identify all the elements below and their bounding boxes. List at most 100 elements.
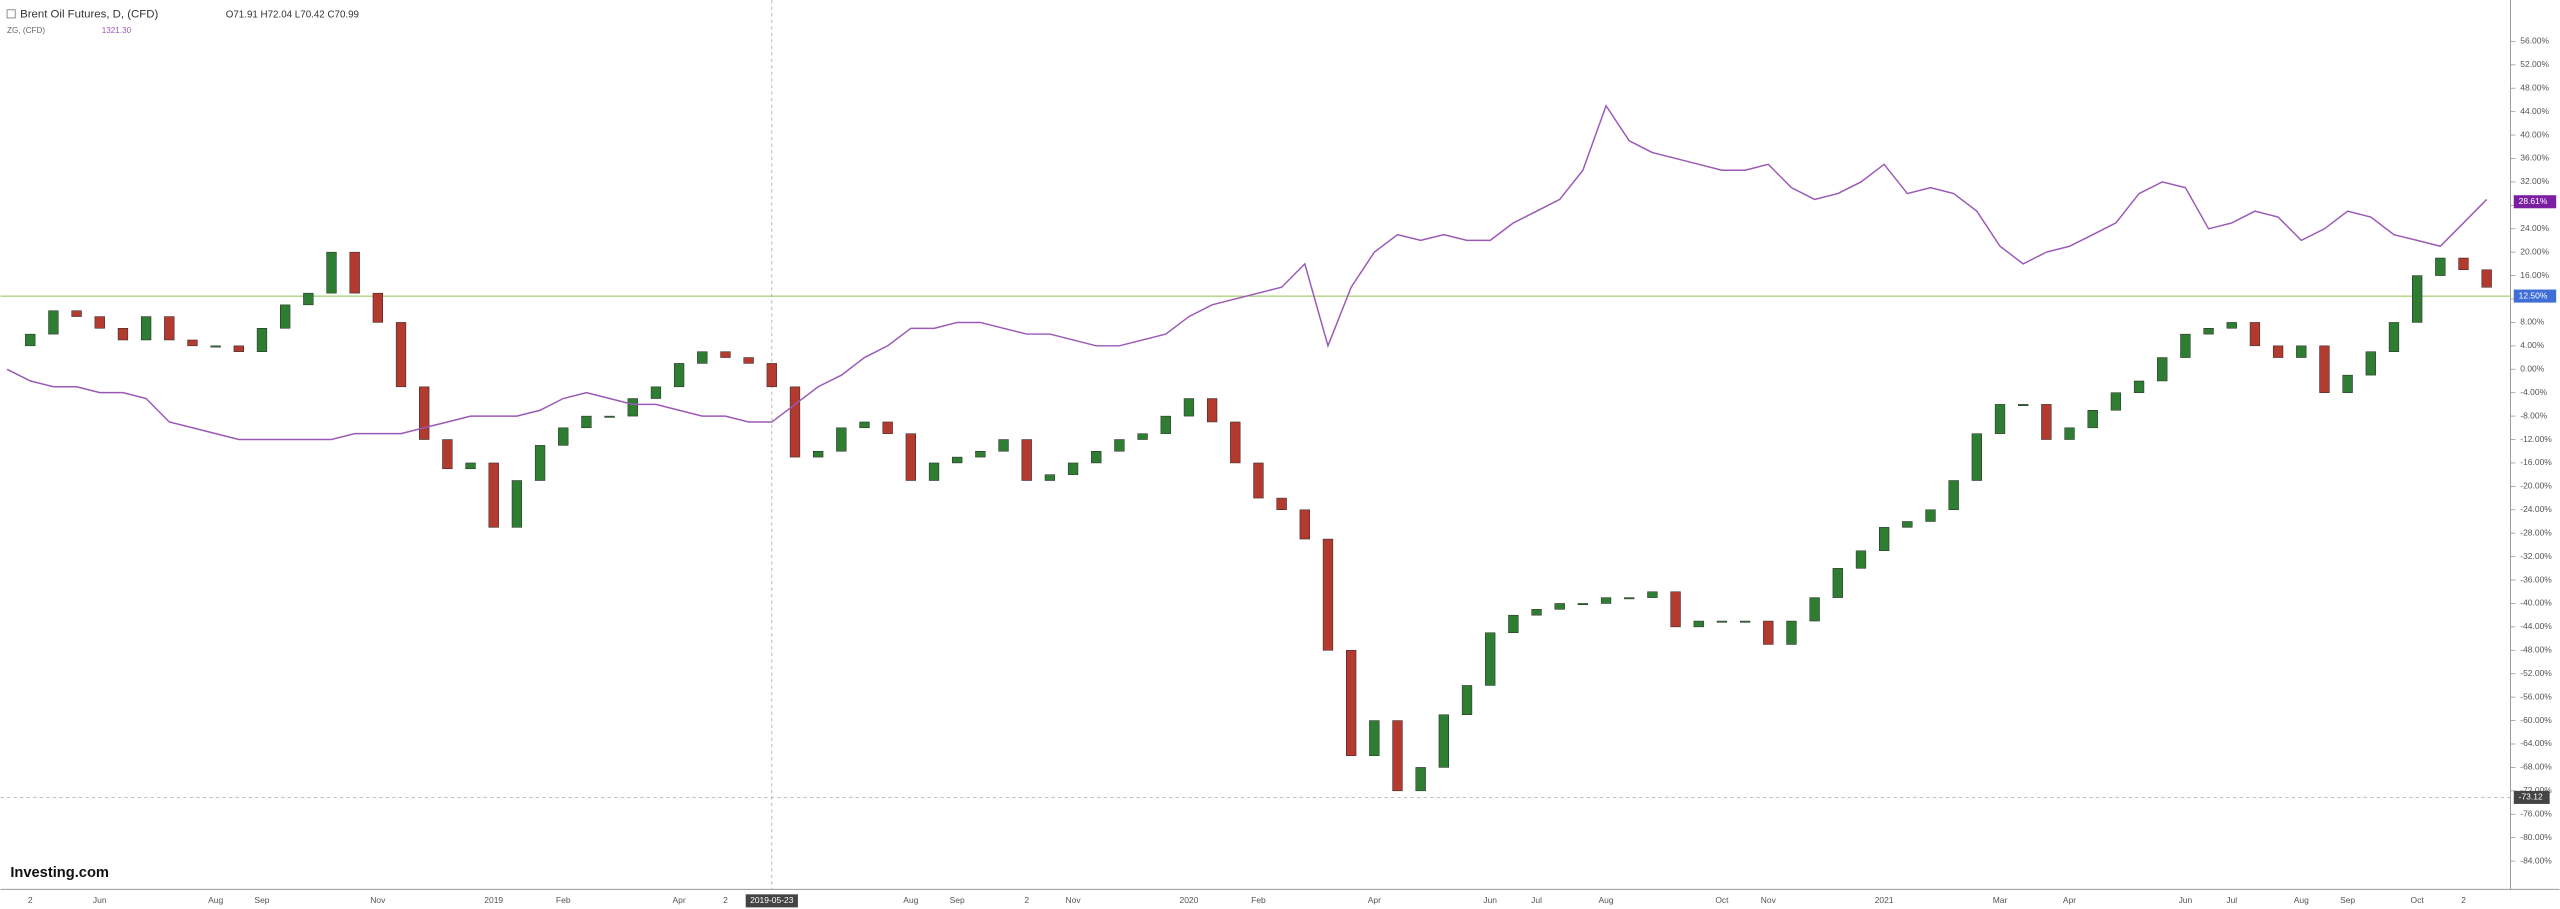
- collapse-icon[interactable]: [6, 9, 16, 19]
- candle: [511, 480, 523, 528]
- x-tick-label: Jun: [1483, 895, 1497, 905]
- legend-series-1-value: 1321.30: [102, 26, 132, 35]
- candle: [1461, 685, 1473, 715]
- x-tick-label: 2: [723, 895, 728, 905]
- last-value-label: 28.61%: [2519, 196, 2548, 206]
- y-tick-label: 16.00%: [2520, 270, 2549, 280]
- candle: [673, 363, 685, 388]
- candle: [2249, 322, 2261, 347]
- crosshair-y-badge: [2513, 790, 2550, 804]
- y-tick-label: 4.00%: [2520, 340, 2544, 350]
- candle: [2272, 345, 2284, 358]
- x-tick-label: 2: [1024, 895, 1029, 905]
- candle: [789, 386, 801, 458]
- candle: [1763, 620, 1774, 645]
- candle: [2319, 345, 2330, 393]
- candle: [2064, 427, 2075, 440]
- y-tick-label: -40.00%: [2520, 598, 2552, 608]
- candle: [1021, 439, 1032, 481]
- candle: [882, 421, 893, 434]
- y-tick-label: -84.00%: [2520, 855, 2552, 865]
- x-tick-label: Aug: [1599, 895, 1614, 905]
- candle: [1739, 620, 1751, 623]
- x-tick-label: Nov: [370, 895, 386, 905]
- candle: [94, 316, 105, 329]
- candle: [859, 421, 870, 429]
- candle: [766, 363, 777, 388]
- x-tick-label: Jul: [2226, 895, 2237, 905]
- candle: [1879, 527, 1890, 552]
- x-tick-label: 2021: [1875, 895, 1894, 905]
- candle: [1067, 462, 1079, 475]
- candle: [2226, 322, 2237, 329]
- candle: [140, 316, 152, 341]
- candle: [1855, 550, 1867, 569]
- candle: [1253, 462, 1264, 499]
- candle: [349, 251, 360, 294]
- candle: [1299, 509, 1310, 540]
- x-tick-label: Feb: [556, 895, 571, 905]
- candle: [2296, 345, 2307, 358]
- candle: [2388, 322, 2400, 352]
- y-tick-label: -72.00%: [2520, 785, 2552, 795]
- y-tick-label: 44.00%: [2520, 106, 2549, 116]
- candle: [627, 398, 638, 417]
- candle: [1508, 614, 1519, 633]
- candle: [697, 351, 708, 364]
- x-tick-label: Apr: [2063, 895, 2076, 905]
- x-tick-label: Sep: [950, 895, 965, 905]
- candle: [720, 351, 731, 358]
- candle: [1369, 720, 1380, 756]
- candle: [25, 333, 36, 347]
- candle: [1531, 609, 1542, 616]
- candle: [442, 439, 453, 470]
- crosshair-x-badge: [745, 894, 798, 908]
- y-tick-label: -76.00%: [2520, 808, 2552, 818]
- candle: [280, 304, 291, 329]
- crosshair-y-label: -73.12: [2519, 792, 2543, 802]
- candle: [1392, 720, 1403, 792]
- candle: [1114, 439, 1125, 452]
- x-tick-label: Mar: [1993, 895, 2008, 905]
- y-tick-label: 8.00%: [2520, 317, 2544, 327]
- candle: [558, 427, 569, 446]
- candle: [1438, 714, 1449, 768]
- candle: [998, 439, 1009, 452]
- y-tick-label: -64.00%: [2520, 738, 2552, 748]
- legend-series-0: Brent Oil Futures, D, (CFD): [20, 9, 158, 21]
- candle: [1276, 497, 1287, 511]
- candle: [2342, 374, 2353, 393]
- candle: [117, 328, 129, 341]
- candle: [1925, 509, 1936, 522]
- candle: [1485, 632, 1496, 686]
- y-tick-label: -36.00%: [2520, 574, 2552, 584]
- candle: [2041, 404, 2052, 440]
- candle: [836, 427, 847, 452]
- candle: [1670, 591, 1681, 628]
- y-tick-label: 0.00%: [2520, 363, 2544, 373]
- x-tick-label: Oct: [1715, 895, 1729, 905]
- x-tick-label: Aug: [903, 895, 918, 905]
- x-tick-label: Aug: [208, 895, 223, 905]
- legend-series-1: ZG, (CFD): [7, 26, 45, 35]
- x-tick-label: Sep: [2340, 895, 2355, 905]
- candle: [1044, 474, 1056, 481]
- candle: [2458, 257, 2469, 270]
- candle: [928, 462, 940, 481]
- candle: [1183, 398, 1195, 417]
- y-tick-label: -20.00%: [2520, 481, 2552, 491]
- x-tick-label: 2: [2461, 895, 2466, 905]
- candle: [1716, 620, 1728, 623]
- y-tick-label: 48.00%: [2520, 82, 2549, 92]
- y-tick-label: -60.00%: [2520, 715, 2552, 725]
- candle: [1206, 398, 1218, 423]
- x-tick-label: Nov: [1066, 895, 1082, 905]
- candle: [2180, 333, 2191, 358]
- candle: [326, 251, 337, 294]
- candle: [975, 450, 986, 458]
- candle: [1577, 603, 1589, 606]
- candle: [1693, 620, 1704, 628]
- candle: [256, 328, 268, 352]
